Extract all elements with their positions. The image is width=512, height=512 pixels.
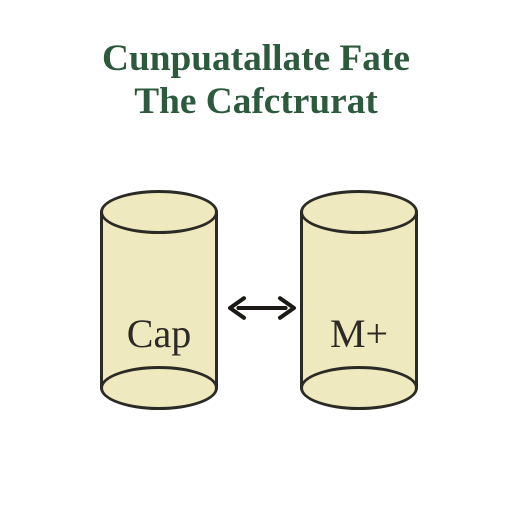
diagram-canvas: Cap M+: [0, 0, 512, 512]
cylinder-bottom-ellipse: [300, 366, 418, 410]
double-arrow-icon: [212, 290, 312, 326]
cylinder-right: M+: [300, 190, 418, 410]
cylinder-body: [300, 212, 418, 388]
cylinder-top-ellipse: [100, 190, 218, 234]
cylinder-left: Cap: [100, 190, 218, 410]
cylinder-label: M+: [300, 310, 418, 357]
cylinder-body: [100, 212, 218, 388]
cylinder-label: Cap: [100, 310, 218, 357]
cylinder-bottom-ellipse: [100, 366, 218, 410]
cylinder-top-ellipse: [300, 190, 418, 234]
